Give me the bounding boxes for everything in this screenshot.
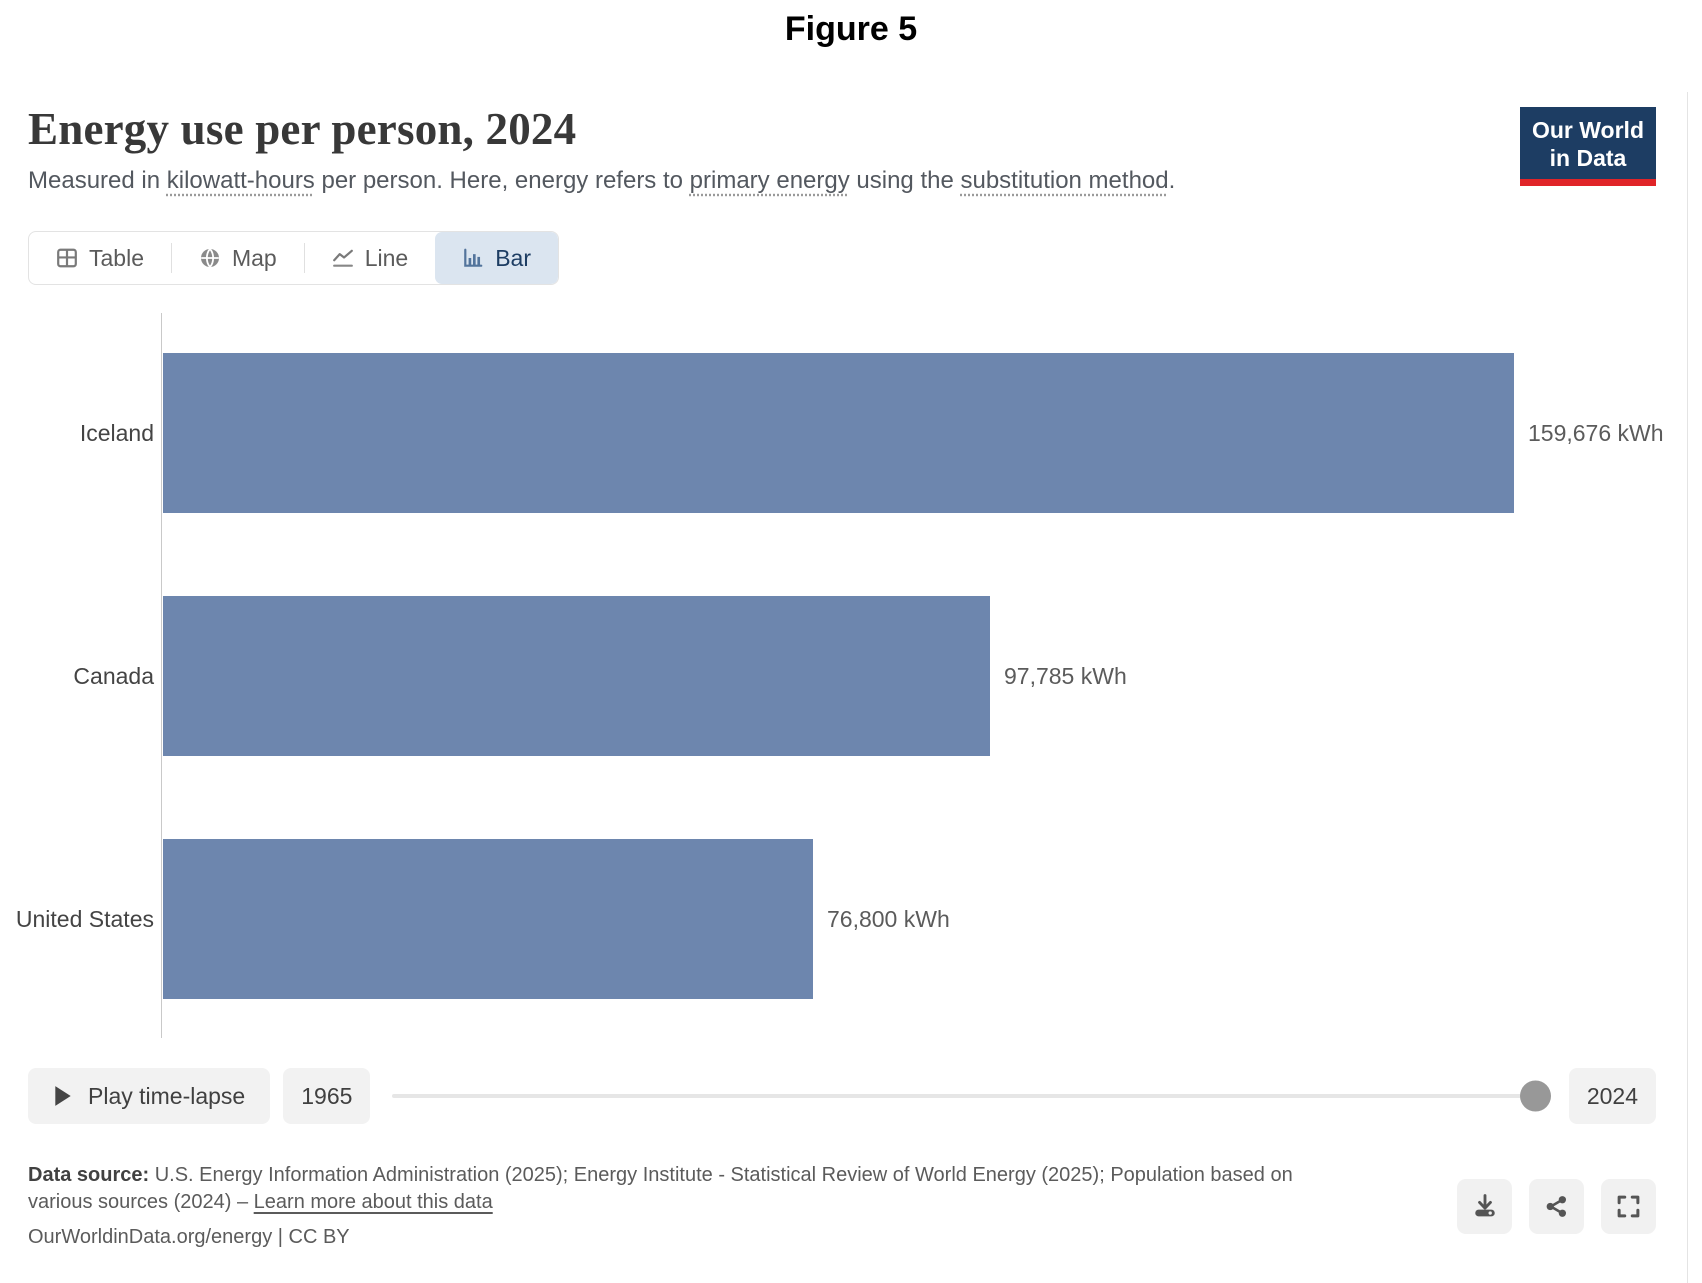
- tab-bar[interactable]: Bar: [435, 232, 559, 284]
- axis-label-united-states[interactable]: United States: [15, 905, 154, 932]
- share-button[interactable]: [1529, 1178, 1584, 1234]
- owid-logo[interactable]: Our World in Data: [1519, 107, 1656, 187]
- bar-chart-plot: 159,676 kWh 97,785 kWh 76,800 kWh Icelan…: [16, 313, 1664, 1038]
- chart-subtitle: Measured in kilowatt-hours per person. H…: [28, 167, 1175, 195]
- value-label-canada: 97,785 kWh: [1004, 662, 1127, 689]
- download-icon: [1472, 1193, 1498, 1219]
- fullscreen-button[interactable]: [1601, 1178, 1656, 1234]
- line-chart-icon: [332, 247, 354, 269]
- tab-table[interactable]: Table: [29, 232, 171, 284]
- play-timelapse-label: Play time-lapse: [88, 1082, 246, 1109]
- bar-iceland[interactable]: [163, 353, 1514, 513]
- timeline-slider[interactable]: [392, 1068, 1551, 1124]
- data-source-label: Data source:: [28, 1164, 150, 1186]
- learn-more-link[interactable]: Learn more about this data: [253, 1190, 493, 1213]
- timeline-slider-track[interactable]: [392, 1094, 1547, 1098]
- primary-energy-term-link[interactable]: primary energy: [689, 167, 850, 194]
- license-line: OurWorldinData.org/energy | CC BY: [28, 1224, 1298, 1251]
- timeline-controls: Play time-lapse 1965 2024: [28, 1068, 1656, 1124]
- kilowatt-hours-term-link[interactable]: kilowatt-hours: [166, 167, 315, 194]
- timeline-end-year[interactable]: 2024: [1568, 1068, 1656, 1124]
- tab-map[interactable]: Map: [172, 232, 304, 284]
- bar-united-states[interactable]: [163, 839, 813, 999]
- subtitle-text: Measured in: [28, 167, 167, 194]
- license-separator: |: [272, 1226, 289, 1249]
- owid-logo-line1: Our World: [1531, 117, 1644, 143]
- download-button[interactable]: [1457, 1178, 1512, 1234]
- value-label-iceland: 159,676 kWh: [1528, 419, 1664, 446]
- value-label-united-states: 76,800 kWh: [827, 905, 950, 932]
- play-icon: [53, 1085, 73, 1107]
- timeline-slider-handle[interactable]: [1519, 1080, 1551, 1112]
- data-source-line: Data source: U.S. Energy Information Adm…: [28, 1162, 1298, 1215]
- figure-caption: Figure 5: [784, 10, 918, 48]
- chart-header: Energy use per person, 2024 Measured in …: [28, 103, 1656, 195]
- chart-footer: Data source: U.S. Energy Information Adm…: [28, 1162, 1656, 1251]
- chart-frame-border: [1687, 92, 1688, 1283]
- fullscreen-icon: [1616, 1194, 1641, 1219]
- tab-line[interactable]: Line: [305, 232, 435, 284]
- bar-chart-icon: [462, 247, 484, 269]
- chart-header-text: Energy use per person, 2024 Measured in …: [28, 103, 1175, 195]
- bar-canada[interactable]: [163, 596, 990, 756]
- substitution-method-term-link[interactable]: substitution method: [960, 167, 1169, 194]
- subtitle-text: per person. Here, energy refers to: [314, 167, 690, 194]
- tab-table-label: Table: [89, 244, 144, 271]
- action-buttons: [1457, 1178, 1656, 1234]
- timeline-start-year[interactable]: 1965: [283, 1068, 371, 1124]
- data-source-text: U.S. Energy Information Administration (…: [28, 1164, 1293, 1213]
- bar-row-united-states: 76,800 kWh: [163, 839, 950, 999]
- chart-title: Energy use per person, 2024: [28, 104, 577, 154]
- share-icon: [1544, 1194, 1569, 1219]
- axis-label-iceland[interactable]: Iceland: [79, 419, 154, 446]
- table-icon: [56, 247, 78, 269]
- owid-url-link[interactable]: OurWorldinData.org/energy: [28, 1226, 273, 1249]
- footer-text: Data source: U.S. Energy Information Adm…: [28, 1162, 1298, 1251]
- tab-line-label: Line: [364, 244, 409, 271]
- tab-divider: [170, 243, 172, 273]
- chart-view-tabs: Table Map Line: [28, 231, 560, 285]
- axis-label-canada[interactable]: Canada: [73, 662, 154, 689]
- owid-logo-line2: in Data: [1549, 145, 1627, 172]
- tab-map-label: Map: [231, 244, 277, 271]
- subtitle-text: .: [1168, 167, 1176, 194]
- tab-bar-label: Bar: [495, 244, 532, 271]
- subtitle-text: using the: [849, 167, 961, 194]
- globe-icon: [199, 247, 221, 269]
- play-timelapse-button[interactable]: Play time-lapse: [28, 1068, 271, 1124]
- bar-row-canada: 97,785 kWh: [163, 596, 1127, 756]
- tab-divider: [303, 243, 305, 273]
- cc-by-link[interactable]: CC BY: [288, 1226, 350, 1249]
- bar-row-iceland: 159,676 kWh: [163, 353, 1664, 513]
